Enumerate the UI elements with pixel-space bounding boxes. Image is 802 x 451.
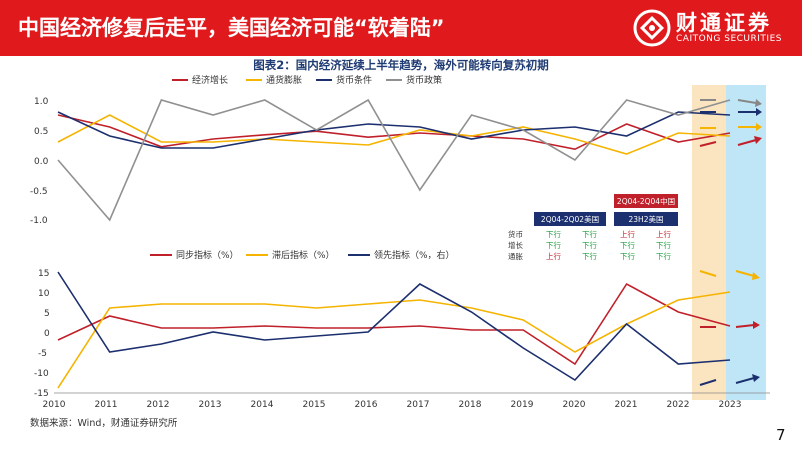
table-cell: 下行 [582, 251, 597, 261]
arrow-policy-icon [737, 99, 757, 104]
phase-table: 2Q04-2Q04中国 2Q04-2Q02美国 23H2美国 货币 增长 通胀 … [508, 194, 678, 261]
lower-ytick: 5 [44, 309, 50, 319]
highlight-band-blue [726, 85, 766, 400]
upper-ytick: -1.0 [30, 216, 48, 226]
table-cell: 上行 [546, 251, 561, 261]
legend-label-growth: 经济增长 [192, 74, 228, 86]
table-cell: 下行 [546, 240, 561, 250]
x-tick-label: 2013 [199, 400, 222, 410]
header-bar: 中国经济修复后走平，美国经济可能“软着陆” 财通证券 CAITONG SECUR… [0, 0, 802, 56]
lower-arrows [699, 270, 760, 386]
brand-logo: 财通证券 CAITONG SECURITIES [632, 6, 792, 50]
arrow-head-icon [756, 123, 762, 131]
lower-x-axis: 2010 2011 2012 2013 2014 2015 2016 2017 2018 2019… [43, 400, 742, 410]
lower-series-group [57, 271, 731, 389]
page-number: 7 [776, 426, 786, 444]
x-tick-label: 2011 [95, 400, 118, 410]
table-cell: 下行 [620, 251, 635, 261]
table-cell: 上行 [656, 229, 671, 239]
arrow-leading-cn-icon [699, 379, 717, 386]
figure-title: 图表2：国内经济延续上半年趋势，海外可能转向复苏初期 [253, 58, 549, 72]
table-header-label: 23H2美国 [629, 214, 664, 224]
logo-text-cn: 财通证券 [676, 11, 772, 35]
lower-series-line-1 [57, 291, 731, 389]
x-tick-label: 2018 [459, 400, 482, 410]
table-header-cn [614, 194, 678, 208]
x-tick-label: 2020 [563, 400, 586, 410]
lower-ytick: -5 [38, 349, 47, 359]
arrow-lagging-cn-icon [699, 270, 717, 277]
legend-label-leading: 领先指标（%，右） [374, 249, 455, 261]
upper-arrows [699, 99, 762, 147]
legend-label-monetary-cond: 货币条件 [336, 74, 372, 86]
x-tick-label: 2010 [43, 400, 66, 410]
arrow-head-icon [752, 374, 760, 382]
page-title: 中国经济修复后走平，美国经济可能“软着陆” [18, 16, 445, 40]
legend-label-inflation: 通货膨胀 [266, 74, 302, 86]
upper-y-axis: 1.0 0.5 0.0 -0.5 -1.0 [30, 97, 49, 226]
legend-label-lagging: 滞后指标（%） [272, 249, 335, 261]
upper-series-line-2 [57, 111, 731, 149]
upper-series-line-0 [57, 114, 731, 151]
arrow-head-icon [752, 272, 760, 280]
table-cell: 下行 [620, 240, 635, 250]
arrow-head-icon [755, 99, 762, 107]
upper-ytick: 1.0 [34, 97, 49, 107]
logo-mark-icon [633, 9, 671, 47]
table-cell: 上行 [620, 229, 635, 239]
arrow-coincident-icon [735, 324, 755, 328]
table-cell: 下行 [582, 240, 597, 250]
upper-series-line-3 [57, 98, 731, 222]
x-tick-label: 2019 [511, 400, 534, 410]
table-cell: 下行 [582, 229, 597, 239]
arrow-head-icon [754, 136, 762, 144]
x-tick-label: 2021 [615, 400, 638, 410]
table-cell: 下行 [656, 240, 671, 250]
table-cell: 下行 [546, 229, 561, 239]
table-row-label: 通胀 [508, 251, 523, 261]
table-row-label: 货币 [508, 229, 523, 239]
lower-series-line-0 [57, 282, 731, 366]
table-header-label: 2Q04-2Q04中国 [617, 196, 675, 206]
highlight-band-orange [692, 85, 726, 400]
x-tick-label: 2017 [407, 400, 430, 410]
x-tick-label: 2023 [719, 400, 742, 410]
legend-label-coincident: 同步指标（%） [176, 249, 239, 261]
table-header-label: 2Q04-2Q02美国 [541, 214, 599, 224]
lower-ytick: 10 [38, 289, 50, 299]
arrow-growth-cn-icon [699, 141, 717, 147]
table-cell: 下行 [656, 251, 671, 261]
lower-ytick: -15 [34, 389, 49, 399]
arrow-head-icon [753, 321, 760, 329]
upper-ytick: 0.5 [34, 127, 48, 137]
x-tick-label: 2022 [667, 400, 690, 410]
table-header-us2 [614, 212, 678, 226]
lower-ytick: -10 [34, 369, 49, 379]
upper-series-line-1 [57, 114, 731, 155]
x-tick-label: 2012 [147, 400, 170, 410]
table-header-us1 [534, 212, 606, 226]
lower-y-axis: 15 10 5 0 -5 -10 -15 [34, 269, 50, 399]
table-row-label: 增长 [508, 240, 523, 250]
upper-ytick: 0.0 [34, 157, 49, 167]
legend-label-monetary-policy: 货币政策 [406, 74, 442, 86]
x-tick-label: 2016 [355, 400, 378, 410]
source-note: 数据来源：Wind，财通证券研究所 [30, 418, 178, 429]
x-tick-label: 2014 [251, 400, 274, 410]
lower-legend: 同步指标（%） 滞后指标（%） 领先指标（%，右） [150, 249, 455, 261]
lower-series-line-2 [57, 271, 731, 382]
arrow-growth-icon [737, 139, 757, 146]
arrow-head-icon [756, 108, 762, 116]
arrow-leading-icon [735, 377, 755, 384]
x-tick-label: 2015 [303, 400, 326, 410]
upper-series-group [57, 98, 731, 222]
logo-text-en: CAITONG SECURITIES [676, 34, 782, 44]
lower-ytick: 15 [38, 269, 49, 279]
arrow-lagging-icon [735, 270, 755, 277]
lower-ytick: 0 [44, 329, 50, 339]
upper-legend: 经济增长 通货膨胀 货币条件 货币政策 [172, 74, 442, 86]
upper-ytick: -0.5 [30, 187, 48, 197]
